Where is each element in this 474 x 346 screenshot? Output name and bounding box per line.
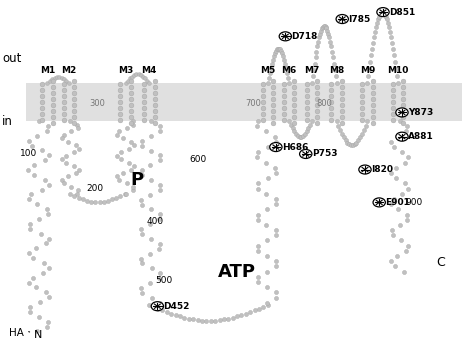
Circle shape <box>270 143 282 152</box>
Text: N: N <box>34 330 43 340</box>
Text: D452: D452 <box>164 302 190 311</box>
Text: 400: 400 <box>147 217 164 226</box>
Text: A881: A881 <box>408 132 434 141</box>
Text: M6: M6 <box>282 66 297 75</box>
Bar <box>26 83 462 121</box>
Circle shape <box>396 108 408 117</box>
Text: 500: 500 <box>155 276 173 285</box>
Text: E901: E901 <box>385 198 410 207</box>
Text: M2: M2 <box>61 66 76 75</box>
Text: out: out <box>2 52 22 65</box>
Circle shape <box>336 15 348 24</box>
Text: in: in <box>2 115 13 128</box>
Text: 900: 900 <box>405 198 422 207</box>
Text: M5: M5 <box>260 66 275 75</box>
Text: P753: P753 <box>312 149 337 158</box>
Text: 600: 600 <box>190 155 207 164</box>
Text: 700: 700 <box>246 99 262 108</box>
Circle shape <box>396 132 408 141</box>
Text: M8: M8 <box>329 66 344 75</box>
Text: I820: I820 <box>371 165 393 174</box>
Text: ATP: ATP <box>218 263 256 281</box>
Text: D851: D851 <box>389 8 415 17</box>
Circle shape <box>279 32 292 41</box>
Circle shape <box>359 165 371 174</box>
Text: M3: M3 <box>118 66 133 75</box>
Text: 100: 100 <box>20 149 37 158</box>
Text: 800: 800 <box>317 99 333 108</box>
Circle shape <box>377 8 389 17</box>
Text: HA: HA <box>9 328 24 338</box>
Text: M10: M10 <box>387 66 409 75</box>
Text: D718: D718 <box>292 32 318 41</box>
Circle shape <box>151 302 164 311</box>
Text: M1: M1 <box>40 66 55 75</box>
Text: M7: M7 <box>304 66 319 75</box>
Text: C: C <box>436 256 445 270</box>
Text: M9: M9 <box>360 66 375 75</box>
Circle shape <box>300 149 312 158</box>
Text: I785: I785 <box>348 15 371 24</box>
Text: Y873: Y873 <box>408 108 433 117</box>
Text: H686: H686 <box>282 143 309 152</box>
Text: 300: 300 <box>89 99 105 108</box>
Text: 200: 200 <box>87 184 104 193</box>
Circle shape <box>373 198 385 207</box>
Text: P: P <box>130 171 144 189</box>
Text: M4: M4 <box>142 66 157 75</box>
